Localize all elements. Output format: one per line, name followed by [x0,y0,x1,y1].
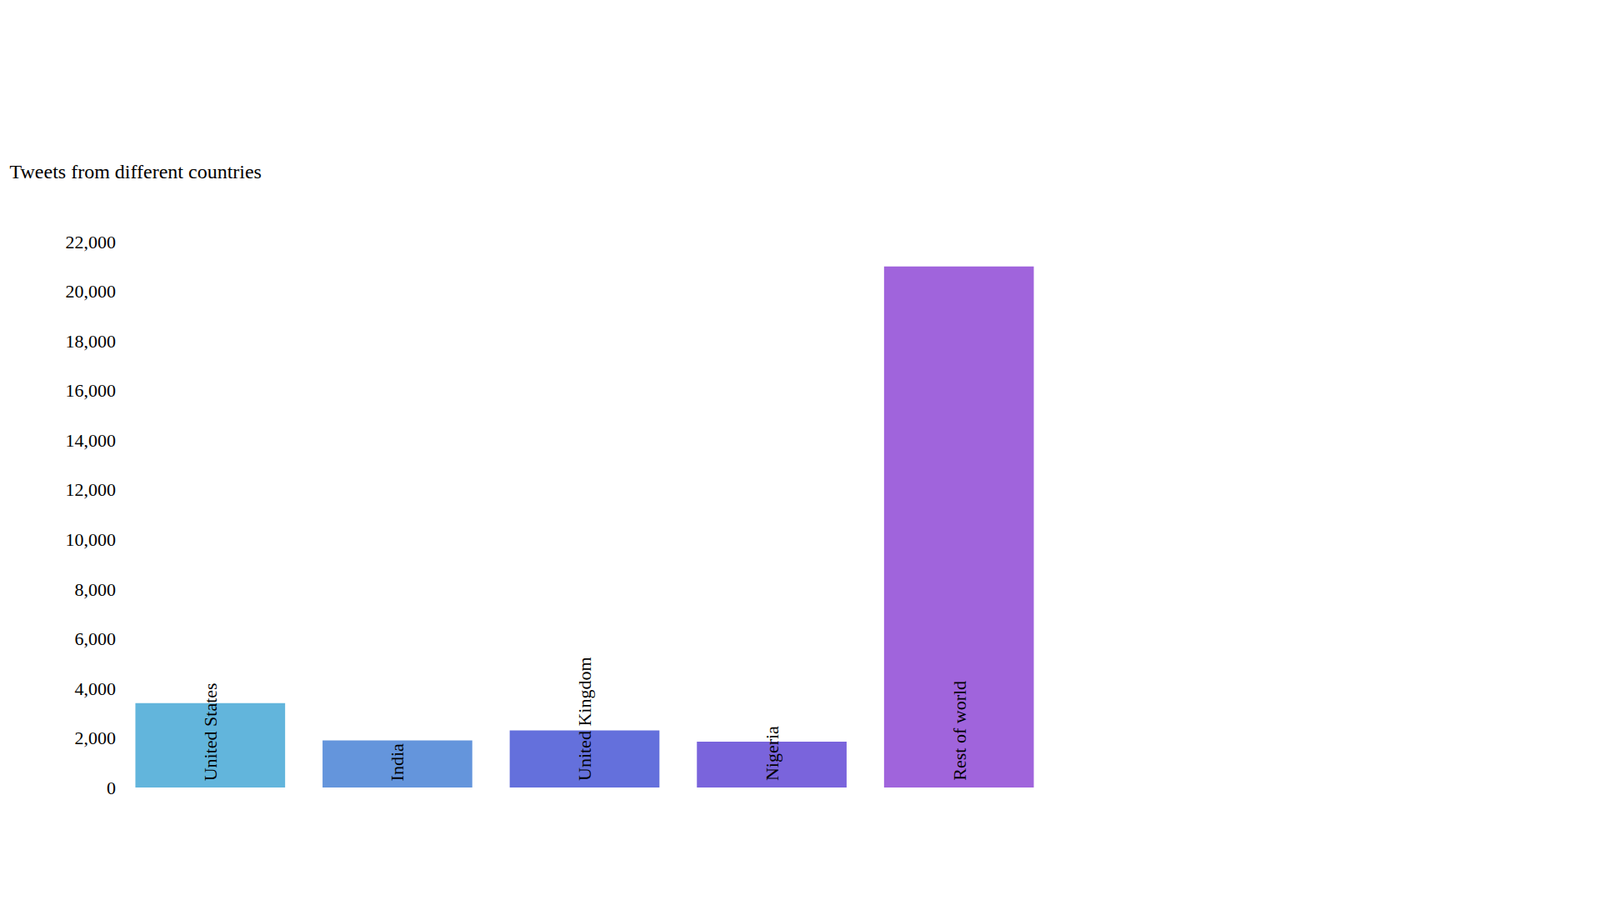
svg-text:14,000: 14,000 [65,430,117,451]
svg-text:10,000: 10,000 [65,529,117,550]
svg-text:16,000: 16,000 [65,380,117,401]
svg-text:United Kingdom: United Kingdom [574,657,595,782]
svg-text:6,000: 6,000 [75,628,117,650]
svg-text:18,000: 18,000 [65,330,117,352]
svg-text:0: 0 [106,777,116,799]
svg-text:20,000: 20,000 [65,280,117,302]
svg-text:India: India [386,743,408,781]
svg-text:4,000: 4,000 [75,678,117,700]
svg-text:Tweets from different countrie: Tweets from different countries [10,160,262,183]
svg-text:8,000: 8,000 [75,579,117,600]
svg-text:2,000: 2,000 [75,727,117,749]
svg-text:12,000: 12,000 [65,479,117,500]
svg-text:Rest of world: Rest of world [949,680,970,781]
svg-text:Nigeria: Nigeria [761,725,783,781]
svg-text:United States: United States [200,682,221,781]
svg-text:22,000: 22,000 [65,231,117,253]
